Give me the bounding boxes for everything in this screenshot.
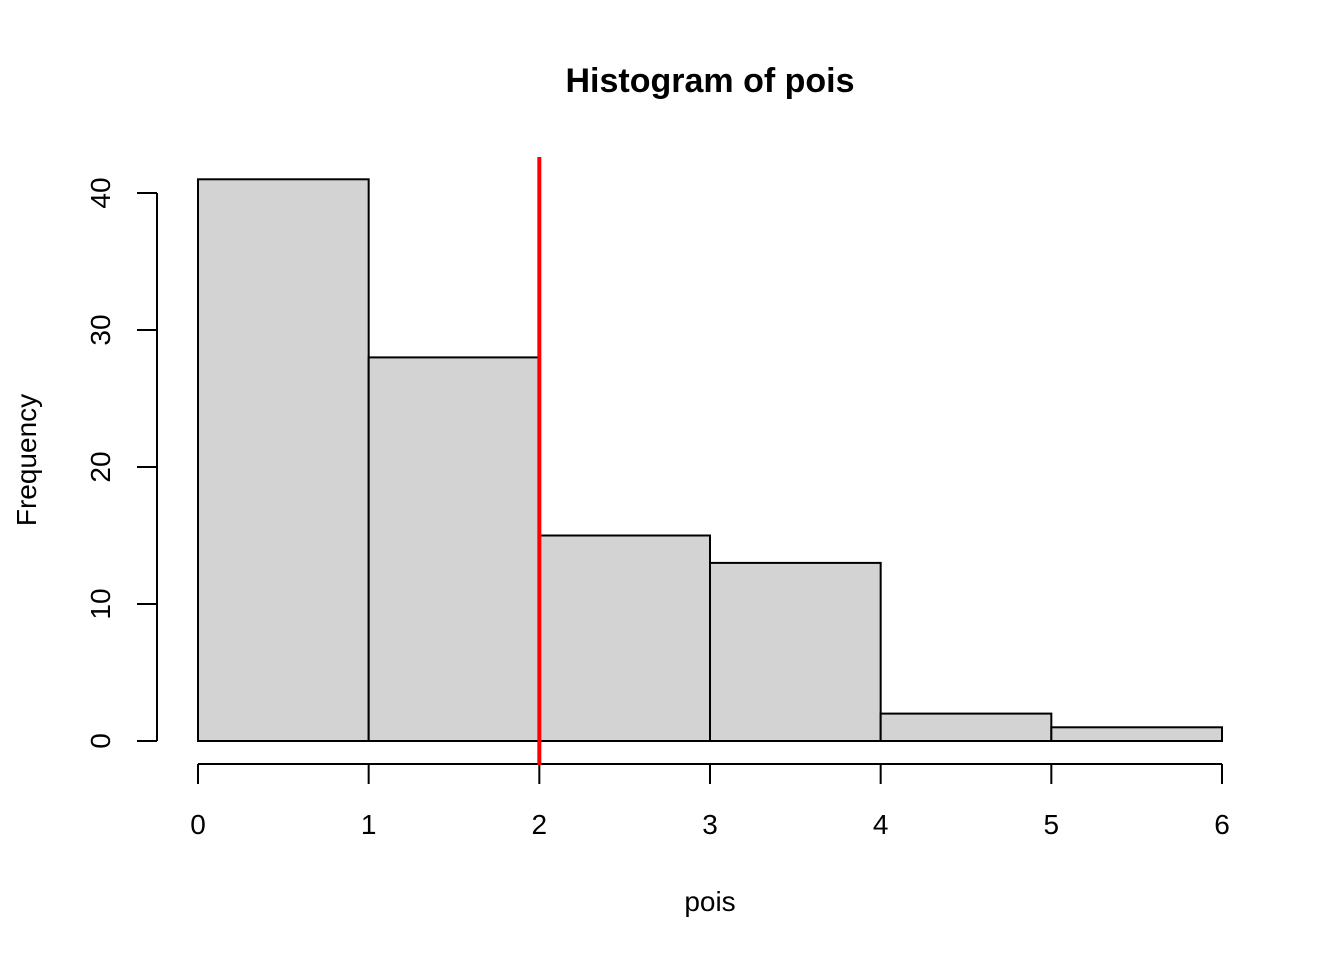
histogram-bar-0 [197,178,370,743]
x-axis-label: pois [684,886,735,917]
histogram-bar-4 [879,712,1053,742]
x-tick-label: 1 [361,809,377,840]
x-tick-label: 5 [1044,809,1060,840]
x-tick-label: 4 [873,809,889,840]
y-tick-label: 0 [85,733,116,749]
x-tick-label: 3 [702,809,718,840]
x-tick-label: 0 [190,809,206,840]
y-axis: 0 10 20 30 40 [85,177,158,749]
y-axis-label: Frequency [11,394,42,526]
bars-group [197,178,1224,743]
histogram-bar-3 [709,561,882,743]
histogram-bar-5 [1050,726,1224,742]
x-tick-label: 6 [1214,809,1230,840]
histogram-bar-2 [538,534,711,742]
x-axis: 0 1 2 3 4 5 6 [190,763,1230,840]
chart-title: Histogram of pois [565,62,854,100]
histogram-bar-1 [367,356,541,742]
x-tick-label: 2 [532,809,548,840]
y-tick-label: 20 [85,451,116,482]
y-tick-label: 40 [85,177,116,208]
y-tick-label: 30 [85,314,116,345]
y-tick-label: 10 [85,588,116,619]
